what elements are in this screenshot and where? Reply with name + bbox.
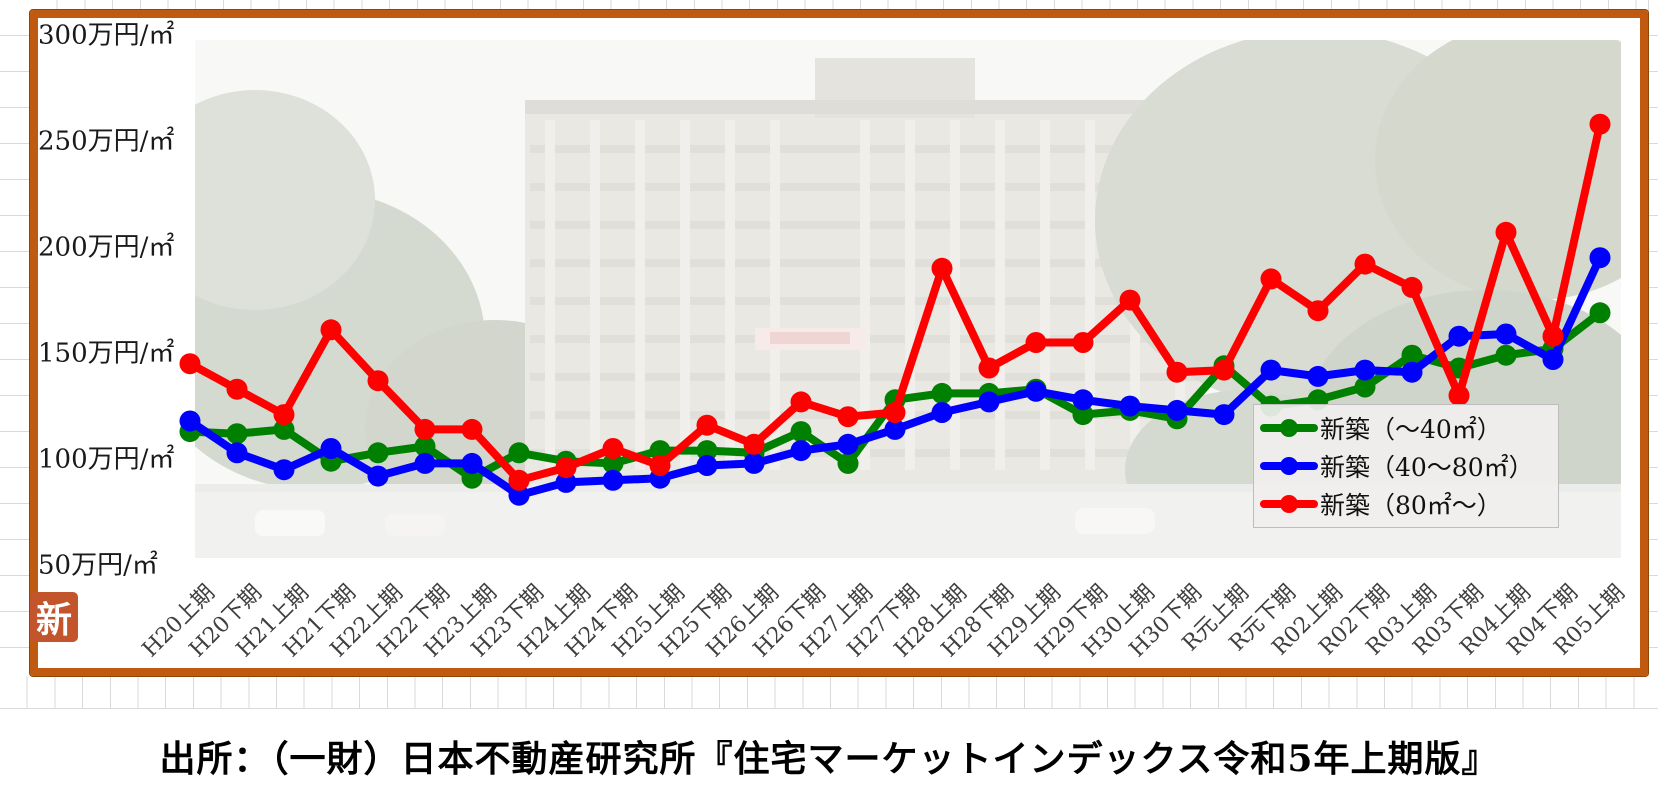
y-axis-tick-label: 100万円/㎡: [38, 444, 175, 475]
legend-row: 新築（～40㎡）: [1260, 411, 1552, 445]
chart-legend: 新築（～40㎡） 新築（40～80㎡） 新築（80㎡～）: [1253, 404, 1559, 528]
y-axis-tick-label: 50万円/㎡: [38, 550, 158, 581]
legend-marker-red-icon: [1260, 500, 1318, 508]
new-stamp-icon: 新: [30, 592, 78, 642]
legend-marker-green-icon: [1260, 424, 1318, 432]
y-axis-tick-label: 300万円/㎡: [38, 20, 175, 51]
source-citation: 出所：（一財）日本不動産研究所『住宅マーケットインデックス令和5年上期版』: [159, 738, 1499, 780]
legend-label: 新築（80㎡～）: [1320, 491, 1502, 520]
legend-label: 新築（40～80㎡）: [1320, 453, 1534, 482]
legend-label: 新築（～40㎡）: [1320, 415, 1502, 444]
excel-grid-left: [0, 0, 30, 676]
excel-grid-row-below-chart: [0, 677, 1658, 709]
y-axis-tick-label: 200万円/㎡: [38, 232, 175, 263]
excel-grid-right: [1648, 0, 1658, 676]
chart-frame: [29, 9, 1649, 677]
legend-marker-blue-icon: [1260, 462, 1318, 470]
y-axis-tick-label: 250万円/㎡: [38, 126, 175, 157]
excel-grid-top: [30, 0, 1648, 10]
legend-row: 新築（40～80㎡）: [1260, 449, 1552, 483]
y-axis-tick-label: 150万円/㎡: [38, 338, 175, 369]
legend-row: 新築（80㎡～）: [1260, 487, 1552, 521]
